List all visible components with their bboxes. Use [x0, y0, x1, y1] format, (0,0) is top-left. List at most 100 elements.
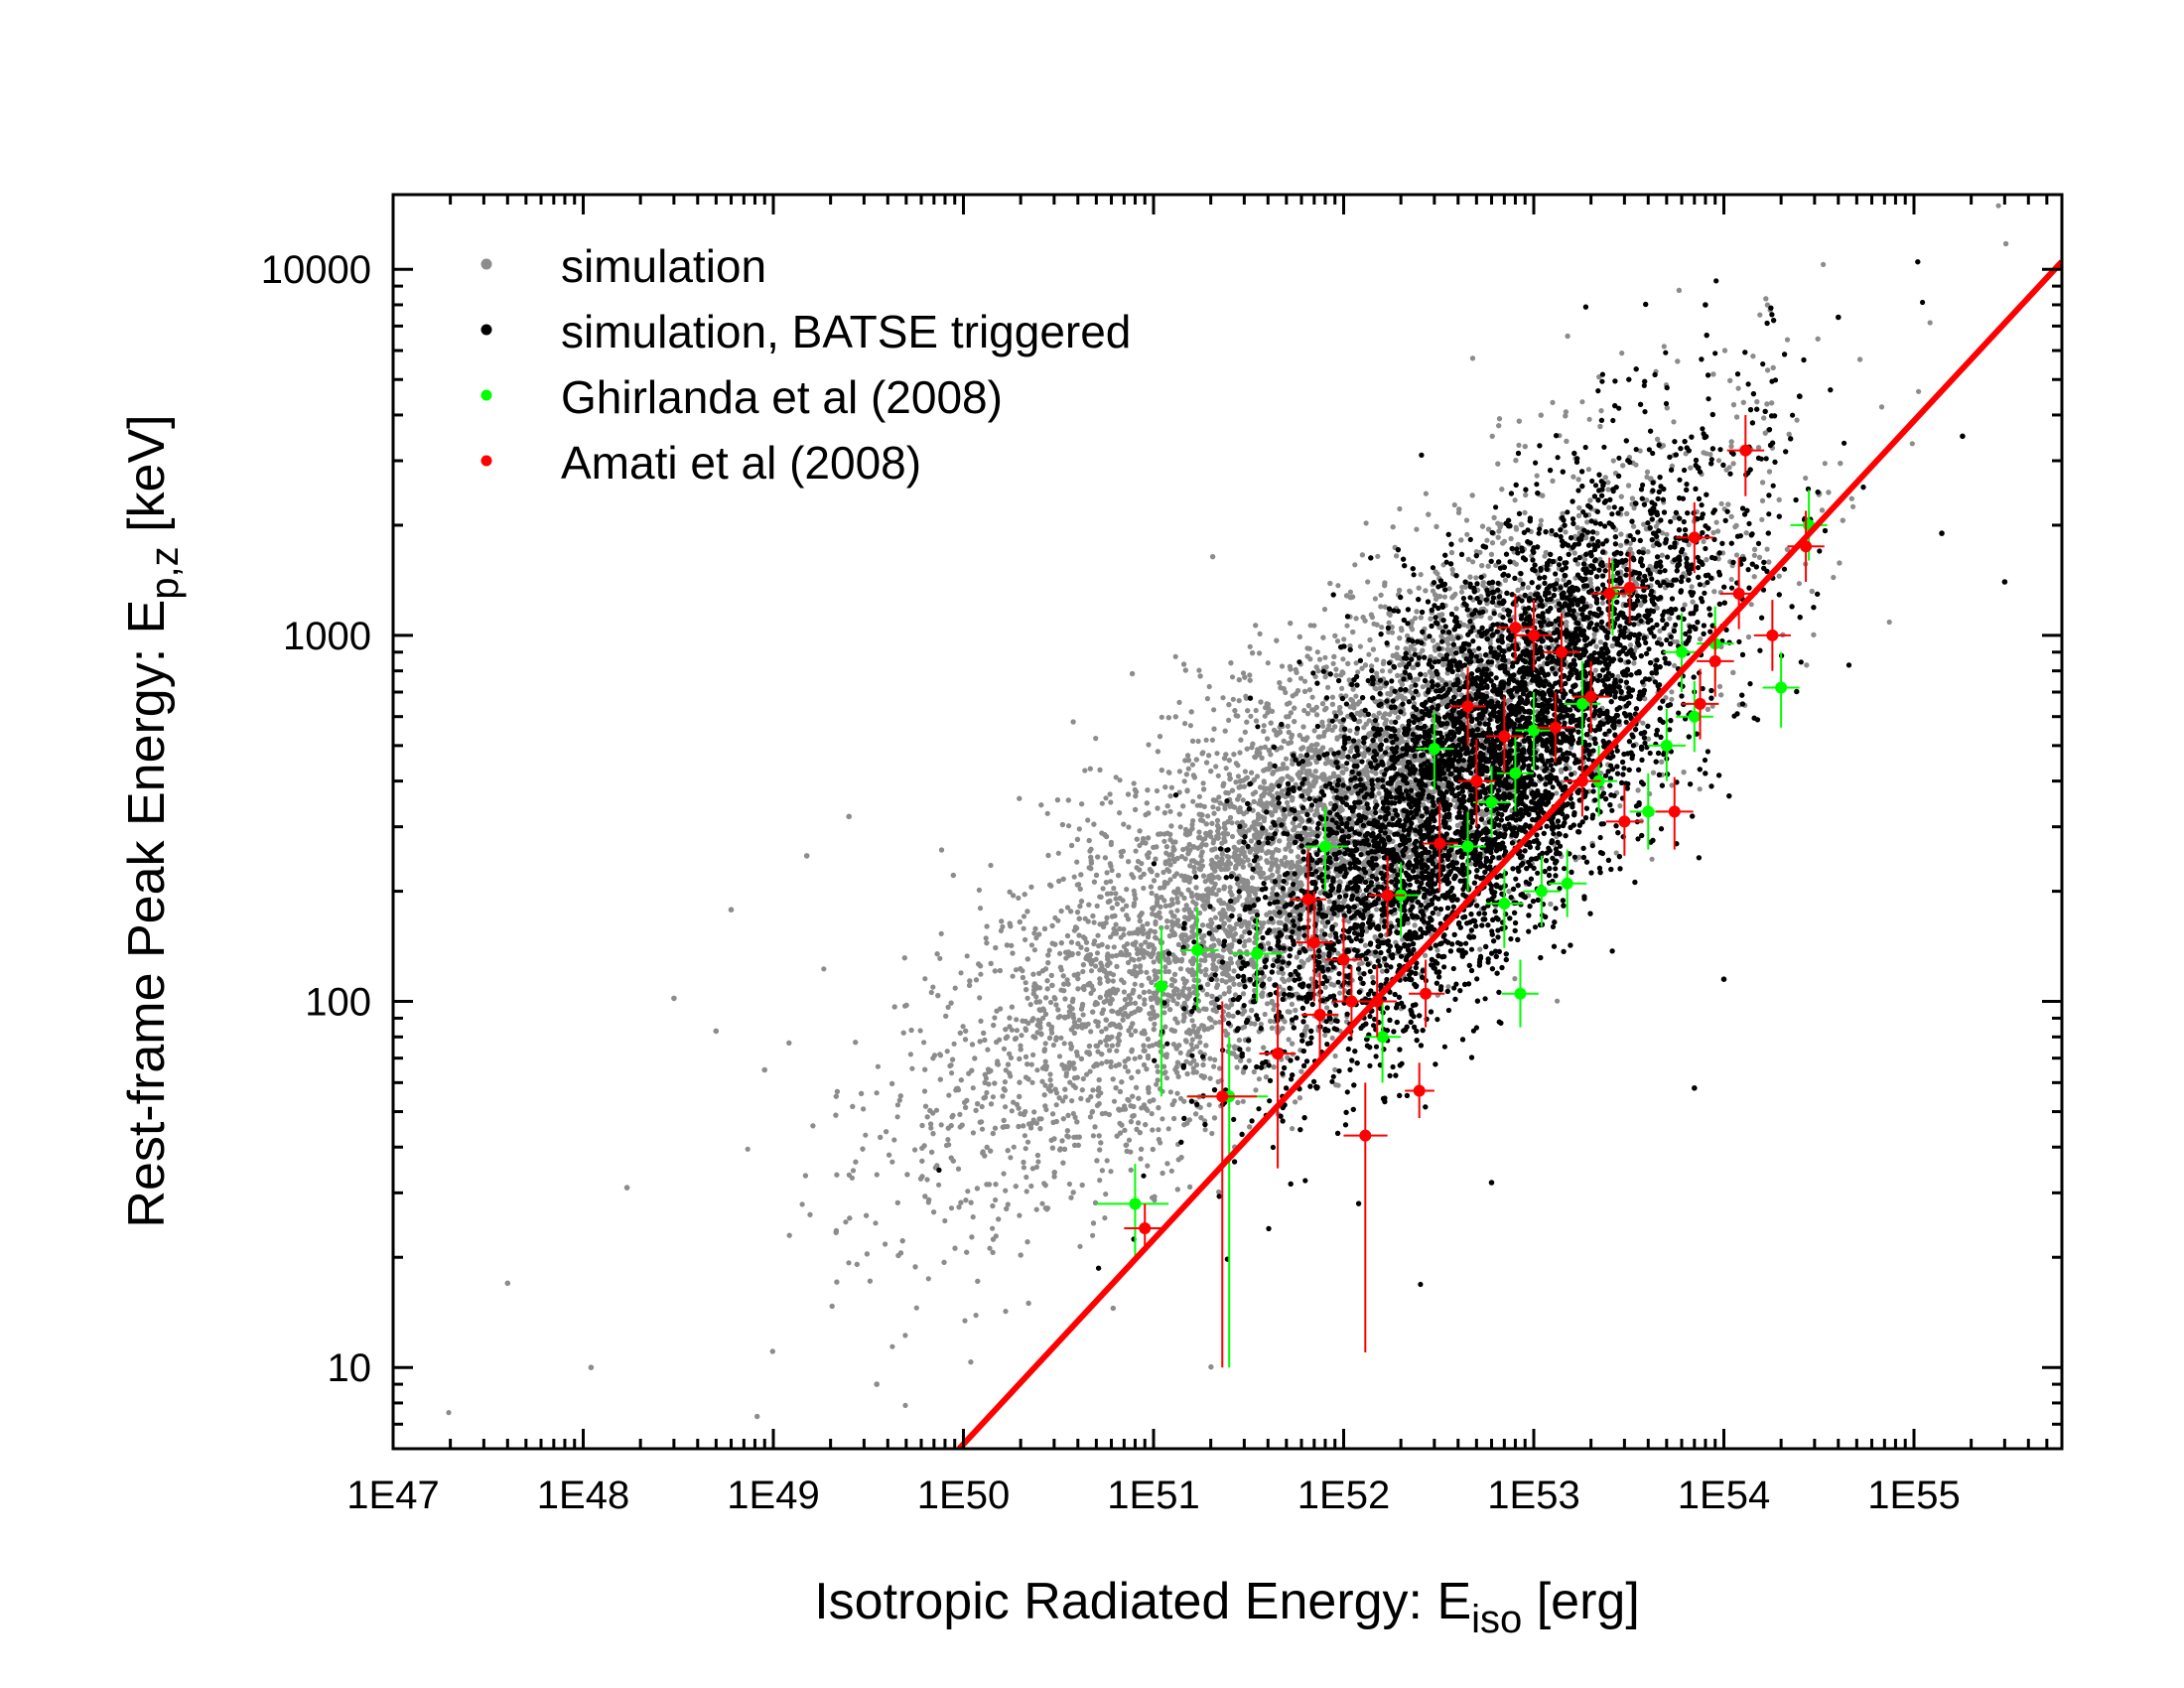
simulation-point [1286, 1037, 1292, 1043]
simulation-point [1271, 1007, 1277, 1013]
simulation-point [1128, 1000, 1134, 1007]
simulation-point [922, 976, 928, 982]
simulation-point [1550, 399, 1556, 405]
simulation-point [964, 953, 970, 959]
simulation-point [1017, 1212, 1023, 1218]
simulation-point [843, 1219, 849, 1225]
simulation-point [1555, 998, 1561, 1004]
simulation-point [874, 1172, 880, 1178]
simulation-point [1339, 685, 1345, 692]
simulation-point [1445, 984, 1451, 990]
simulation-point [861, 1106, 867, 1112]
simulation-point [979, 1126, 986, 1132]
simulation-point [1434, 947, 1440, 953]
simulation-point [1242, 938, 1248, 944]
simulation-point [1304, 645, 1310, 651]
simulation-point [1021, 914, 1027, 919]
simulation-point [1132, 1055, 1138, 1061]
simulation-point [1122, 1063, 1128, 1069]
simulation-point [1011, 1144, 1017, 1150]
simulation-point [1076, 1017, 1082, 1023]
simulation-point [1114, 901, 1120, 908]
simulation-point [1131, 780, 1137, 786]
simulation-point [1446, 586, 1452, 592]
simulation-point [936, 1182, 942, 1188]
simulation-point [938, 1122, 944, 1128]
simulation-point [1764, 546, 1770, 552]
simulation-point [902, 1333, 908, 1338]
simulation-point [948, 1062, 954, 1068]
simulation-point [1141, 885, 1147, 892]
simulation-point [1831, 574, 1837, 581]
simulation-point [1154, 787, 1160, 794]
simulation-point [1138, 942, 1144, 948]
simulation-point [1290, 1126, 1296, 1132]
simulation-point [1014, 1017, 1020, 1023]
simulation-point [1207, 1055, 1213, 1061]
simulation-point [1370, 974, 1376, 981]
simulation-point [1131, 875, 1137, 881]
simulation-point [863, 1132, 869, 1138]
simulation-point [894, 1102, 901, 1108]
simulation-point [1208, 834, 1214, 840]
simulation-point [846, 1260, 852, 1266]
simulation-point [1822, 461, 1828, 467]
simulation-point [1223, 766, 1229, 772]
simulation-point [1183, 903, 1189, 909]
simulation-point [1174, 1090, 1180, 1096]
simulation-point [1056, 1054, 1063, 1059]
simulation-point [894, 1114, 900, 1120]
simulation-point [1512, 497, 1518, 503]
simulation-point [1151, 959, 1157, 965]
simulation-point [1234, 1064, 1240, 1070]
simulation-point [1631, 505, 1637, 511]
simulation-point [924, 1177, 930, 1183]
simulation-point [965, 1189, 971, 1195]
simulation-point [1124, 887, 1130, 893]
simulation-point [1372, 596, 1378, 602]
simulation-point [1409, 683, 1415, 690]
simulation-point [1715, 458, 1722, 464]
simulation-point [1379, 668, 1386, 674]
simulation-point [1094, 903, 1100, 910]
simulation-point [1227, 885, 1233, 891]
simulation-point [1113, 921, 1119, 927]
simulation-point [1606, 504, 1612, 510]
simulation-point [1257, 631, 1263, 637]
simulation-point [1039, 1200, 1045, 1206]
simulation-point [1257, 650, 1263, 656]
simulation-point [1423, 491, 1429, 496]
simulation-point [1109, 1043, 1115, 1049]
simulation-point [1850, 503, 1856, 509]
simulation-point [1200, 780, 1206, 786]
simulation-point [1886, 619, 1892, 626]
simulation-point [1366, 651, 1372, 657]
simulation-point [873, 1220, 879, 1226]
simulation-point [938, 930, 944, 937]
simulation-point [1356, 961, 1362, 967]
simulation-point [1374, 907, 1380, 913]
simulation-point [1640, 720, 1646, 726]
simulation-point [957, 1111, 963, 1117]
simulation-point [1003, 1309, 1009, 1315]
simulation-point [1418, 572, 1424, 578]
simulation-point [1377, 737, 1384, 743]
simulation-point [1298, 958, 1304, 964]
simulation-point [1099, 800, 1105, 806]
simulation-point [1251, 1068, 1257, 1075]
simulation-point [1352, 562, 1358, 568]
simulation-point [1117, 810, 1123, 816]
simulation-point [1311, 623, 1317, 629]
simulation-point [1357, 643, 1363, 649]
simulation-point [1209, 737, 1215, 743]
simulation-point [1242, 769, 1248, 774]
simulation-point [1163, 1054, 1169, 1060]
simulation-point [1034, 1067, 1040, 1073]
simulation-point [1206, 1102, 1212, 1108]
simulation-point [1154, 975, 1160, 981]
simulation-point [1156, 1127, 1161, 1133]
simulation-point [1314, 649, 1320, 655]
simulation-point [1340, 656, 1346, 662]
simulation-point [1751, 552, 1757, 559]
